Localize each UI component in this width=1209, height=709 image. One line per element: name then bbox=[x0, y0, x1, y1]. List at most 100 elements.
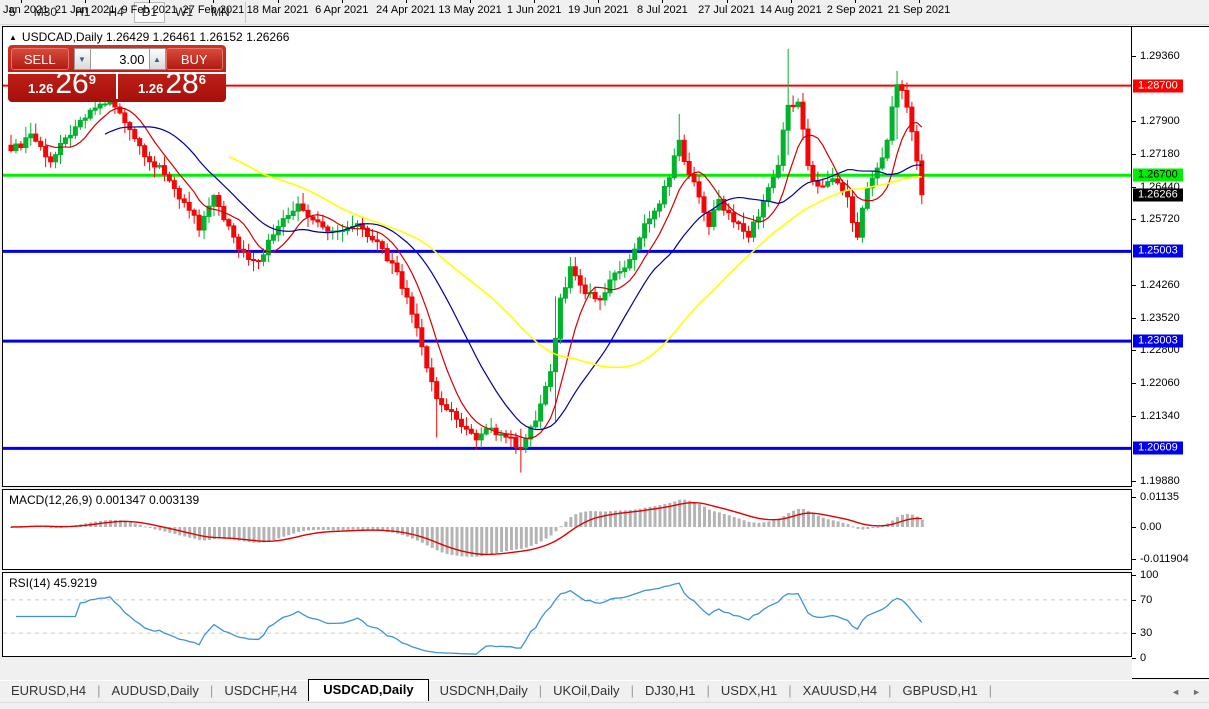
timeframe-button-M30[interactable]: M30 bbox=[33, 5, 58, 19]
price-tick-label: 1.22060 bbox=[1140, 377, 1180, 390]
candlestick-chart[interactable] bbox=[3, 27, 1131, 486]
time-tick-mark bbox=[726, 0, 728, 3]
time-tick-mark bbox=[854, 0, 856, 3]
rsi-tick-label: 0 bbox=[1140, 652, 1147, 664]
time-tick-mark bbox=[598, 0, 600, 3]
price-tick-mark bbox=[1132, 56, 1136, 57]
macd-label: MACD(12,26,9) 0.001347 0.003139 bbox=[9, 493, 200, 507]
price-level-badge: 1.25003 bbox=[1133, 244, 1183, 258]
sell-price-pip: 9 bbox=[88, 72, 96, 87]
tab-separator: | bbox=[630, 683, 634, 698]
tab-scroll-controls: ◄ ► bbox=[1171, 687, 1209, 701]
price-tick-mark bbox=[1132, 121, 1136, 123]
price-tick-mark bbox=[1132, 186, 1136, 188]
status-bar bbox=[0, 702, 1209, 709]
price-tick-label: 1.23520 bbox=[1140, 311, 1180, 324]
time-tick-label: 27 Jul 2021 bbox=[698, 4, 756, 16]
rsi-tick-mark bbox=[1132, 633, 1136, 635]
rsi-tick-label: 100 bbox=[1140, 569, 1159, 581]
tab-usdcnh-daily[interactable]: USDCNH,Daily bbox=[439, 683, 528, 698]
rsi-label: RSI(14) 45.9219 bbox=[9, 576, 98, 590]
time-tick-mark bbox=[919, 0, 920, 3]
sell-button[interactable]: SELL bbox=[11, 48, 69, 70]
tab-audusd-daily[interactable]: AUDUSD,Daily bbox=[111, 683, 199, 698]
price-level-badge: 1.26266 bbox=[1133, 188, 1183, 202]
macd-indicator-pane[interactable]: MACD(12,26,9) 0.001347 0.003139 bbox=[2, 489, 1132, 570]
sell-price-big: 26 bbox=[55, 67, 89, 100]
volume-stepper: ▼ ▲ bbox=[73, 48, 166, 70]
buy-button[interactable]: BUY bbox=[165, 48, 223, 70]
price-tick-label: 1.24260 bbox=[1140, 278, 1180, 291]
time-tick-mark bbox=[662, 0, 664, 3]
volume-input[interactable] bbox=[90, 48, 149, 70]
macd-tick-mark bbox=[1132, 527, 1136, 528]
tab-separator: | bbox=[788, 683, 792, 698]
tab-ukoil-daily[interactable]: UKOil,Daily bbox=[553, 683, 620, 698]
price-tick-mark bbox=[1132, 153, 1136, 155]
time-tick-mark bbox=[470, 0, 471, 3]
price-axis[interactable]: 1.29360 1.27900 1.27180 1.26440 1.25720 1.242… bbox=[1132, 26, 1209, 679]
rsi-tick-mark bbox=[1132, 599, 1136, 601]
tab-scroll-left-icon[interactable]: ◄ bbox=[1171, 687, 1181, 697]
sell-price[interactable]: 1.26 26 9 bbox=[8, 67, 118, 100]
rsi-tick-label: 30 bbox=[1140, 627, 1153, 640]
price-tick-label: 1.27180 bbox=[1140, 147, 1180, 160]
time-tick-mark bbox=[790, 0, 792, 3]
main-chart-pane[interactable]: ▲ USDCAD,Daily 1.26429 1.26461 1.26152 1… bbox=[2, 26, 1132, 487]
price-tick-mark bbox=[1132, 350, 1136, 352]
time-tick-label: 9 Feb 2021 bbox=[121, 4, 178, 16]
time-tick-label: 14 Aug 2021 bbox=[759, 4, 822, 16]
price-level-badge: 1.28700 bbox=[1133, 79, 1183, 93]
sell-price-prefix: 1.26 bbox=[28, 81, 54, 96]
tab-separator: | bbox=[538, 683, 543, 698]
rsi-indicator-pane[interactable]: RSI(14) 45.9219 bbox=[2, 572, 1132, 657]
timeframe-button-H4[interactable]: H4 bbox=[108, 5, 124, 19]
volume-decrease-icon[interactable]: ▼ bbox=[73, 48, 91, 70]
price-tick-label: 1.29360 bbox=[1140, 50, 1180, 62]
price-tick-label: 1.25720 bbox=[1140, 213, 1180, 226]
time-tick-mark bbox=[21, 0, 22, 3]
macd-tick-label: 0.01135 bbox=[1140, 490, 1179, 503]
tab-separator: | bbox=[209, 683, 214, 698]
timeframe-button-MN[interactable]: MN bbox=[211, 5, 230, 19]
price-level-badge: 1.20609 bbox=[1133, 441, 1183, 455]
time-tick-label: 1 Jan 2021 bbox=[0, 4, 49, 16]
chart-tab-bar: EURUSD,H4 | AUDUSD,Daily | USDCHF,H4 USDCAD,D… bbox=[0, 679, 1209, 701]
timeframe-button-W1[interactable]: W1 bbox=[175, 5, 194, 19]
time-tick-label: 1 Jun 2021 bbox=[506, 4, 562, 16]
rsi-tick-mark bbox=[1132, 575, 1136, 576]
time-tick-mark bbox=[85, 0, 87, 3]
timeframe-toolbar: 5 M30 H1 H4 D1 W1 MN bbox=[0, 0, 1209, 25]
tab-usdcad-daily[interactable]: USDCAD,Daily bbox=[308, 679, 429, 701]
tab-separator: | bbox=[988, 683, 993, 698]
collapse-chart-icon[interactable]: ▲ bbox=[9, 32, 17, 42]
price-level-badge: 1.26700 bbox=[1133, 168, 1183, 182]
tab-scroll-right-icon[interactable]: ► bbox=[1192, 687, 1201, 697]
volume-increase-icon[interactable]: ▲ bbox=[148, 48, 166, 70]
tab-separator: | bbox=[97, 683, 101, 698]
tab-xauusd-h4[interactable]: XAUUSD,H4 bbox=[802, 683, 878, 698]
time-tick-mark bbox=[149, 0, 151, 3]
tab-usdchf-h4[interactable]: USDCHF,H4 bbox=[224, 683, 298, 698]
time-tick-mark bbox=[534, 0, 536, 3]
time-tick-mark bbox=[213, 0, 215, 3]
rsi-tick-mark bbox=[1132, 658, 1136, 659]
tab-gbpusd-h1[interactable]: GBPUSD,H1 bbox=[902, 683, 978, 698]
time-tick-label: 2 Sep 2021 bbox=[826, 4, 883, 16]
tab-dj30-h1[interactable]: DJ30,H1 bbox=[644, 683, 696, 698]
time-tick-mark bbox=[405, 0, 407, 3]
price-tick-mark bbox=[1132, 481, 1136, 483]
time-tick-label: 21 Jan 2021 bbox=[54, 4, 116, 16]
buy-price[interactable]: 1.26 28 6 bbox=[118, 69, 226, 99]
chart-title-text: USDCAD,Daily 1.26429 1.26461 1.26152 1.2… bbox=[21, 30, 290, 44]
rsi-tick-label: 70 bbox=[1140, 593, 1153, 606]
tab-eurusd-h4[interactable]: EURUSD,H4 bbox=[11, 683, 87, 698]
tab-usdx-h1[interactable]: USDX,H1 bbox=[720, 683, 778, 698]
time-tick-label: 19 Jun 2021 bbox=[568, 4, 629, 16]
timeframe-button-5[interactable]: 5 bbox=[9, 5, 16, 19]
price-tick-mark bbox=[1132, 383, 1136, 385]
macd-tick-mark bbox=[1132, 496, 1136, 498]
timeframe-button-D1[interactable]: D1 bbox=[133, 1, 166, 23]
timeframe-button-H1[interactable]: H1 bbox=[75, 5, 91, 19]
